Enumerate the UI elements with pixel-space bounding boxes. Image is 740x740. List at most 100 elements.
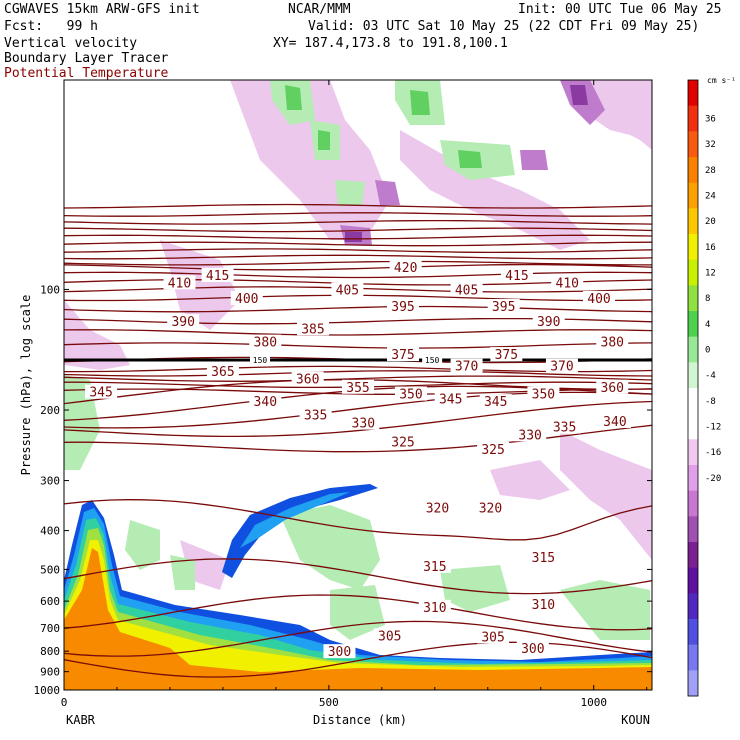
vv-down-region bbox=[345, 232, 362, 242]
contour-label-bg bbox=[323, 644, 356, 659]
colorbar-swatch bbox=[688, 465, 698, 492]
contour-label-bg bbox=[85, 384, 118, 399]
contour-label-bg bbox=[477, 441, 510, 456]
vv-up-region bbox=[64, 375, 100, 470]
theta-contour-label: 330 bbox=[352, 417, 375, 432]
y-tick-label: 700 bbox=[40, 622, 60, 635]
theta-contour-label: 400 bbox=[235, 292, 258, 307]
contour-label-bg bbox=[387, 299, 420, 314]
theta-contour-label: 365 bbox=[211, 365, 234, 380]
colorbar-swatch bbox=[688, 593, 698, 620]
contour-label-bg bbox=[532, 314, 565, 329]
contour-label-bg bbox=[527, 597, 560, 612]
x-tick-label: 500 bbox=[319, 696, 339, 709]
theta-contour-line bbox=[64, 234, 652, 240]
colorbar-swatch bbox=[688, 670, 698, 697]
colorbar-tick-label: -4 bbox=[705, 371, 716, 381]
contour-label-bg bbox=[299, 407, 332, 422]
tropopause-label: 150 bbox=[253, 356, 268, 365]
contour-label-bg bbox=[551, 275, 584, 290]
colorbar-swatch bbox=[688, 413, 698, 440]
theta-contour-label: 395 bbox=[492, 300, 515, 315]
theta-contour-line bbox=[64, 305, 652, 313]
theta-contour-label: 410 bbox=[556, 276, 579, 291]
theta-contour-label: 330 bbox=[518, 428, 541, 443]
theta-contour-label: 415 bbox=[206, 269, 229, 284]
colorbar-swatch bbox=[688, 439, 698, 466]
cross-section-endpoints: XY= 187.4,173.8 to 191.8,100.1 bbox=[273, 36, 508, 51]
contour-label-bg bbox=[487, 299, 520, 314]
y-tick-label: 300 bbox=[40, 475, 60, 488]
colorbar-swatch bbox=[688, 208, 698, 235]
bl-tracer-region bbox=[64, 540, 652, 690]
model-title: CGWAVES 15km ARW-GFS init bbox=[4, 2, 200, 17]
contour-label-bg bbox=[500, 267, 533, 282]
vv-down-region bbox=[375, 180, 400, 205]
contour-label-bg bbox=[583, 290, 616, 305]
theta-contour-label: 315 bbox=[532, 551, 555, 566]
x-tick-label: 0 bbox=[61, 696, 68, 709]
vv-down-region bbox=[160, 240, 240, 330]
theta-contour-label: 420 bbox=[394, 261, 417, 276]
vv-up-region bbox=[280, 505, 380, 590]
colorbar-tick-label: 32 bbox=[705, 140, 716, 150]
colorbar-swatch bbox=[688, 105, 698, 132]
colorbar-frame bbox=[687, 79, 699, 697]
contour-label-bg bbox=[418, 558, 451, 573]
theta-contour-label: 380 bbox=[254, 336, 277, 351]
theta-contour-label: 395 bbox=[391, 300, 414, 315]
colorbar-tick-label: 4 bbox=[705, 320, 710, 330]
theta-contour-line bbox=[64, 620, 652, 657]
colorbar-swatch bbox=[688, 157, 698, 184]
valid-time: Valid: 03 UTC Sat 10 May 25 (22 CDT Fri … bbox=[308, 19, 700, 34]
contour-label-bg bbox=[598, 413, 631, 428]
forecast-hour: Fcst: 99 h bbox=[4, 19, 98, 34]
colorbar-unit: cm s⁻¹ bbox=[707, 76, 736, 85]
colorbar-tick-label: 12 bbox=[705, 269, 716, 279]
theta-contours-layer bbox=[64, 203, 652, 678]
theta-contour-label: 410 bbox=[168, 276, 191, 291]
contour-label-bg bbox=[490, 347, 523, 362]
field-label-boundary-layer-tracer: Boundary Layer Tracer bbox=[4, 51, 169, 66]
contour-label-bg bbox=[394, 386, 427, 401]
contour-label-bg bbox=[479, 394, 512, 409]
colorbar-swatch bbox=[688, 234, 698, 261]
contour-label-bg bbox=[296, 321, 329, 336]
theta-contour-label: 325 bbox=[481, 443, 504, 458]
y-tick-label: 500 bbox=[40, 563, 60, 576]
y-tick-label: 100 bbox=[40, 283, 60, 296]
colorbar-tick-label: 16 bbox=[705, 243, 716, 253]
y-tick-label: 800 bbox=[40, 645, 60, 658]
theta-contour-line bbox=[64, 400, 652, 438]
y-axis-title: Pressure (hPa), log scale bbox=[19, 295, 33, 476]
contour-label-bg bbox=[450, 358, 483, 373]
colorbar-swatch bbox=[688, 362, 698, 389]
y-tick-label: 1000 bbox=[34, 684, 61, 697]
theta-contour-label: 350 bbox=[532, 388, 555, 403]
vv-down-region bbox=[520, 150, 548, 170]
tropopause-label: 150 bbox=[425, 356, 440, 365]
theta-contour-label: 345 bbox=[89, 386, 112, 401]
vv-up-region bbox=[318, 130, 330, 150]
theta-contour-line bbox=[64, 329, 652, 336]
theta-contour-line bbox=[64, 558, 652, 595]
theta-contour-line bbox=[64, 212, 652, 217]
contour-label-bg bbox=[387, 347, 420, 362]
theta-contour-line bbox=[64, 370, 652, 377]
contour-label-bg bbox=[206, 364, 239, 379]
theta-contour-line bbox=[64, 424, 652, 453]
colorbar-tick-label: 24 bbox=[705, 192, 716, 202]
vv-down-region bbox=[64, 300, 130, 370]
contour-label-bg bbox=[373, 628, 406, 643]
theta-contour-label: 360 bbox=[601, 381, 624, 396]
y-tick-label: 900 bbox=[40, 666, 60, 679]
contour-label-bg bbox=[249, 334, 282, 349]
plot-frame-layer bbox=[63, 79, 653, 691]
vv-up-region bbox=[125, 520, 160, 570]
theta-contour-line bbox=[64, 263, 652, 271]
theta-contour-line bbox=[64, 260, 652, 266]
colorbar-swatch bbox=[688, 311, 698, 338]
vv-up-region bbox=[458, 150, 482, 168]
